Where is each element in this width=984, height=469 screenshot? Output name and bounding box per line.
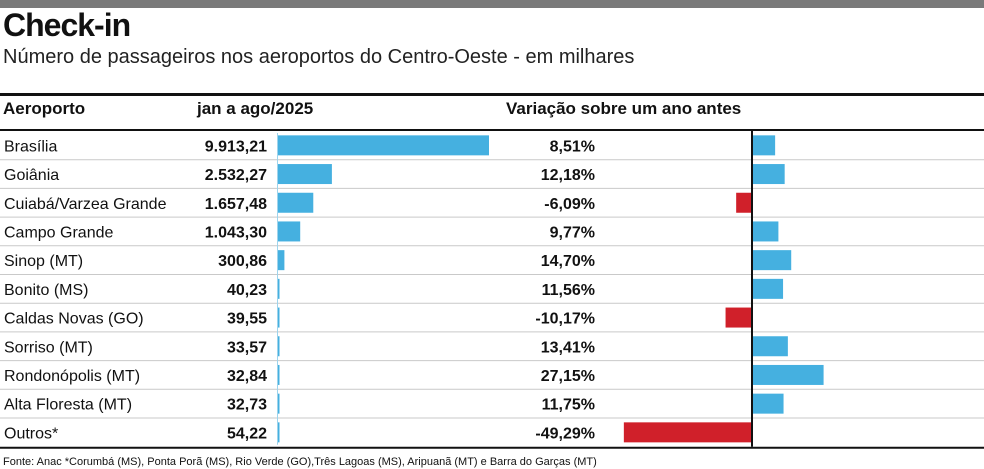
value-label: 33,57	[227, 339, 267, 356]
variation-label: -10,17%	[535, 311, 595, 328]
variation-label: 14,70%	[541, 253, 595, 270]
airport-label: Bonito (MS)	[4, 282, 88, 299]
variation-label: 27,15%	[541, 368, 595, 385]
header-top-rule	[0, 93, 984, 96]
column-header-period: jan a ago/2025	[197, 99, 314, 118]
variation-bar	[753, 135, 776, 156]
variation-bar	[753, 164, 785, 185]
value-bar	[278, 135, 489, 156]
variation-label: -6,09%	[544, 196, 595, 213]
variation-label: 12,18%	[541, 167, 595, 184]
value-label: 40,23	[227, 282, 267, 299]
airport-label: Rondonópolis (MT)	[4, 368, 140, 385]
value-bar	[278, 250, 285, 271]
value-bar	[278, 307, 280, 328]
value-label: 1.043,30	[205, 224, 267, 241]
variation-bar	[753, 364, 824, 385]
airport-label: Caldas Novas (GO)	[4, 311, 144, 328]
variation-label: 8,51%	[550, 138, 595, 155]
value-bar	[278, 278, 280, 299]
airport-label: Cuiabá/Varzea Grande	[4, 196, 167, 213]
variation-bar	[753, 393, 784, 414]
value-bar	[278, 221, 301, 242]
variation-label: 9,77%	[550, 224, 595, 241]
airport-label: Sinop (MT)	[4, 253, 83, 270]
value-label: 1.657,48	[205, 196, 267, 213]
value-bar	[278, 364, 280, 385]
source-note: Fonte: Anac *Corumbá (MS), Ponta Porã (M…	[3, 456, 597, 468]
top-accent-bar	[0, 0, 984, 8]
variation-bar	[623, 422, 752, 443]
airport-label: Alta Floresta (MT)	[4, 397, 132, 414]
value-label: 2.532,27	[205, 167, 267, 184]
variation-label: -49,29%	[535, 425, 595, 442]
value-label: 300,86	[218, 253, 267, 270]
variation-bar	[753, 221, 779, 242]
airport-label: Outros*	[4, 425, 58, 442]
column-header-variation: Variação sobre um ano antes	[506, 99, 742, 118]
value-label: 54,22	[227, 425, 267, 442]
value-label: 32,73	[227, 397, 267, 414]
chart-title: Check-in	[3, 7, 131, 43]
variation-bar	[753, 250, 792, 271]
variation-bar	[753, 278, 784, 299]
airport-label: Brasília	[4, 138, 57, 155]
value-label: 9.913,21	[205, 138, 267, 155]
airport-label: Sorriso (MT)	[4, 339, 93, 356]
airport-label: Campo Grande	[4, 224, 113, 241]
data-table-chart: Brasília 9.913,21 8,51% Goiânia 2.532,27 12,1…	[0, 131, 984, 449]
header-bottom-rule	[0, 129, 984, 131]
value-bar	[278, 393, 280, 414]
value-bar	[278, 422, 280, 443]
value-label: 32,84	[227, 368, 267, 385]
column-header-airport: Aeroporto	[3, 99, 86, 118]
value-bar	[278, 164, 332, 185]
variation-label: 11,56%	[542, 282, 595, 299]
value-bar	[278, 336, 280, 357]
value-label: 39,55	[227, 311, 267, 328]
value-bar	[278, 192, 314, 213]
variation-bar	[725, 307, 752, 328]
chart-subtitle: Número de passageiros nos aeroportos do …	[3, 46, 635, 68]
variation-bar	[753, 336, 788, 357]
airport-label: Goiânia	[4, 167, 59, 184]
variation-label: 11,75%	[542, 397, 595, 414]
variation-bar	[736, 192, 752, 213]
variation-label: 13,41%	[541, 339, 595, 356]
